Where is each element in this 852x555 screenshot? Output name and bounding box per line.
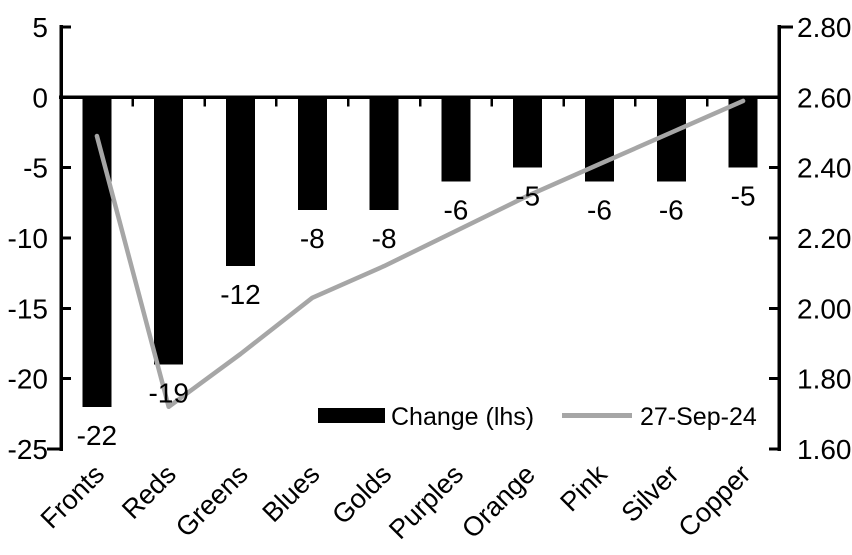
bar-fronts [82,97,112,407]
bar-label-pink: -6 [587,195,612,226]
bar-label-blues: -8 [300,223,325,254]
right-axis-tick-label: 1.60 [797,434,852,465]
left-axis-tick-label: -20 [8,364,48,395]
right-axis: 2.80 2.60 2.40 2.20 2.00 1.80 1.60 [769,12,852,465]
right-axis-tick-label: 2.40 [797,153,852,184]
left-axis-tick-label: -25 [8,434,48,465]
left-axis-tick-label: -5 [23,153,48,184]
bar-label-greens: -12 [220,279,260,310]
category-label-orange: Orange [456,459,541,544]
bar-blues [297,97,327,210]
left-axis-tick-label: 0 [32,82,48,113]
right-axis-tick-label: 2.00 [797,293,852,324]
category-label-blues: Blues [257,459,326,528]
bar-series-change [82,97,758,407]
bar-golds [369,97,399,210]
bar-label-copper: -5 [731,181,756,212]
legend-bar-swatch [318,408,385,423]
category-label-silver: Silver [616,459,685,528]
category-label-reds: Reds [116,459,182,525]
bar-purples [441,97,471,182]
category-label-pink: Pink [554,459,613,518]
left-axis: 5 0 -5 -10 -15 -20 -25 [8,12,71,465]
bar-orange [513,97,543,168]
left-axis-tick-label: -15 [8,293,48,324]
category-label-greens: Greens [170,459,254,543]
bar-label-purples: -6 [443,195,468,226]
bar-label-fronts: -22 [77,420,117,451]
right-axis-tick-label: 1.80 [797,364,852,395]
bar-label-golds: -8 [372,223,397,254]
bar-copper [728,97,758,168]
legend-label-27-sep-24: 27-Sep-24 [640,403,757,431]
bar-greens [226,97,255,267]
category-label-purples: Purples [383,459,469,545]
legend-label-change: Change (lhs) [391,403,534,431]
bar-label-reds: -19 [148,378,188,409]
bar-silver [656,97,686,182]
legend-item-27-sep-24: 27-Sep-24 [562,403,757,431]
right-axis-tick-label: 2.60 [797,82,852,113]
bar-label-silver: -6 [659,195,684,226]
category-label-copper: Copper [673,459,757,543]
right-axis-tick-label: 2.80 [797,12,852,43]
legend: Change (lhs) 27-Sep-24 [318,403,757,431]
x-axis-ticks [131,97,709,107]
bar-reds [154,97,184,365]
right-axis-tick-label: 2.20 [797,223,852,254]
category-label-fronts: Fronts [35,459,110,534]
bar-data-labels: -22 -19 -12 -8 -8 -6 -5 -6 -6 -5 [77,181,756,451]
left-axis-tick-label: -10 [8,223,48,254]
bar-label-orange: -5 [515,181,540,212]
series-line-27-sep-24 [94,98,746,410]
legend-item-change: Change (lhs) [318,403,534,431]
left-axis-tick-label: 5 [32,12,48,43]
